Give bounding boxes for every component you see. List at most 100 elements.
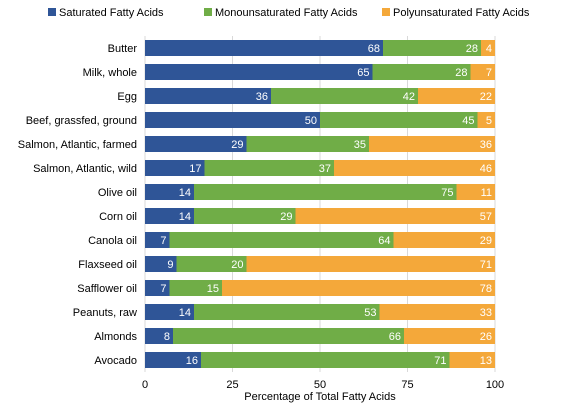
bar-segment [145,184,194,200]
legend-label: Monounsaturated Fatty Acids [215,7,358,19]
data-label: 7 [160,235,166,247]
category-label: Peanuts, raw [73,307,137,319]
data-label: 8 [164,331,170,343]
data-label: 29 [480,235,492,247]
data-label: 53 [364,307,376,319]
data-label: 71 [434,355,446,367]
legend-swatch [48,8,56,16]
x-tick-label: 0 [142,379,148,391]
bar-segment [145,136,247,152]
legend: Saturated Fatty Acids Monounsaturated Fat… [48,7,530,19]
bar-segment [320,112,478,128]
bar-segment [145,40,383,56]
bar-labels: 68 28 4 65 28 7 36 42 22 50 45 5 29 35 36 17 37 46 14 75 11 1… [160,43,492,367]
data-label: 36 [480,139,492,151]
data-label: 29 [231,139,243,151]
bar-segment [145,256,177,272]
bar-segment [246,256,495,272]
data-label: 20 [231,259,243,271]
bar-segment [418,88,495,104]
category-label: Egg [117,91,137,103]
bar-segment [145,208,194,224]
x-tick-label: 75 [401,379,413,391]
bar-segment [477,112,495,128]
data-label: 16 [186,355,198,367]
bar-segment [449,352,495,368]
bar-segment [194,208,296,224]
data-label: 14 [179,187,191,199]
data-label: 75 [441,187,453,199]
data-label: 64 [378,235,390,247]
data-label: 46 [480,163,492,175]
data-label: 35 [354,139,366,151]
bar-segment [383,40,481,56]
bar-segment [169,280,222,296]
bar-segment [145,64,373,80]
bar-segment [145,352,201,368]
data-label: 7 [486,67,492,79]
data-label: 33 [480,307,492,319]
data-label: 66 [389,331,401,343]
gridlines [144,36,496,372]
bar-segment [369,136,495,152]
x-axis-title: Percentage of Total Fatty Acids [244,391,396,403]
bar-segment [456,184,495,200]
data-label: 57 [480,211,492,223]
bar-segment [176,256,247,272]
category-label: Salmon, Atlantic, farmed [18,139,137,151]
bar-segment [393,232,495,248]
category-label: Almonds [94,331,137,343]
data-label: 71 [480,259,492,271]
x-tick-label: 25 [226,379,238,391]
bar-segment [194,184,457,200]
category-label: Canola oil [88,235,137,247]
data-label: 28 [455,67,467,79]
category-label: Salmon, Atlantic, wild [33,163,137,175]
bar-segment [145,328,173,344]
data-label: 7 [160,283,166,295]
data-label: 28 [466,43,478,55]
bar-segment [295,208,495,224]
category-label: Milk, whole [83,67,137,79]
category-label: Avocado [94,355,137,367]
bar-segment [145,304,194,320]
legend-label: Saturated Fatty Acids [59,7,164,19]
bar-segment [246,136,369,152]
legend-swatch [382,8,390,16]
legend-label: Polyunsaturated Fatty Acids [393,7,530,19]
data-label: 65 [357,67,369,79]
bars [145,40,495,368]
bar-segment [194,304,380,320]
data-label: 14 [179,307,191,319]
bar-segment [204,160,334,176]
data-label: 68 [368,43,380,55]
data-label: 14 [179,211,191,223]
bar-segment [145,112,320,128]
category-label: Flaxseed oil [78,259,137,271]
bar-segment [169,232,394,248]
data-label: 5 [486,115,492,127]
bar-segment [404,328,495,344]
bar-segment [145,88,271,104]
legend-swatch [204,8,212,16]
bar-segment [145,160,205,176]
data-label: 78 [480,283,492,295]
data-label: 37 [319,163,331,175]
category-label: Butter [108,43,138,55]
bar-segment [201,352,450,368]
data-label: 13 [480,355,492,367]
data-label: 17 [189,163,201,175]
x-tick-label: 100 [486,379,504,391]
data-label: 45 [462,115,474,127]
data-label: 29 [280,211,292,223]
x-tick-label: 50 [314,379,326,391]
category-label: Beef, grassfed, ground [26,115,137,127]
x-tick-labels: 0 25 50 75 100 [142,379,504,391]
data-label: 42 [403,91,415,103]
bar-segment [271,88,418,104]
bar-segment [481,40,495,56]
data-label: 9 [167,259,173,271]
bar-segment [372,64,471,80]
bar-segment [334,160,495,176]
